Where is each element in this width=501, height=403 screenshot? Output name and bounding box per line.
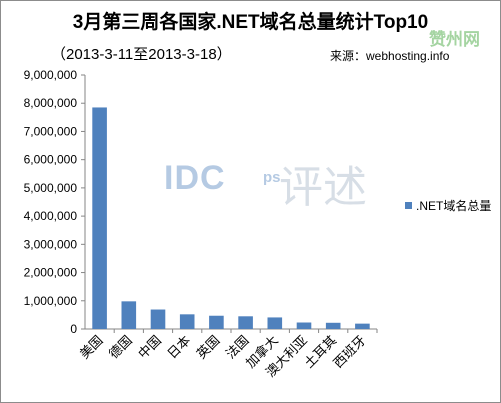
idc-watermark-suffix: ps: [263, 169, 281, 186]
bar: [121, 301, 137, 329]
x-tick-label: 中国: [136, 333, 165, 362]
y-tick-label: 3,000,000: [24, 237, 78, 251]
idc-watermark: IDC: [164, 159, 226, 197]
corner-logo-watermark: 赞州网: [429, 30, 480, 49]
bar: [296, 322, 312, 329]
y-tick-label: 6,000,000: [24, 153, 78, 167]
x-tick-label: 德国: [107, 333, 136, 362]
y-tick-label: 1,000,000: [24, 294, 78, 308]
pingshu-watermark: 评述: [279, 162, 367, 213]
legend-swatch: [405, 202, 412, 209]
bar: [238, 316, 253, 329]
bar: [179, 314, 195, 329]
bar: [150, 309, 166, 329]
legend-label: .NET域名总量: [416, 199, 492, 213]
bar: [325, 322, 341, 329]
x-tick-label: 美国: [77, 333, 106, 362]
y-tick-label: 7,000,000: [24, 124, 78, 138]
chart-title: 3月第三周各国家.NET域名总量统计Top10: [72, 12, 429, 33]
x-tick-label: 土耳其: [302, 333, 340, 371]
x-tick-label: 英国: [194, 333, 223, 362]
chart-source: 来源：webhosting.info: [330, 49, 450, 63]
x-tick-label: 日本: [165, 333, 194, 362]
bar: [92, 107, 107, 329]
y-tick-label: 2,000,000: [24, 266, 78, 280]
y-tick-label: 5,000,000: [24, 181, 78, 195]
bar: [355, 323, 370, 329]
y-tick-label: 4,000,000: [24, 209, 78, 223]
y-tick-label: 9,000,000: [24, 68, 78, 82]
bar: [209, 315, 224, 329]
bar: [267, 317, 283, 329]
y-tick-label: 8,000,000: [24, 96, 78, 110]
x-tick-label: 西班牙: [331, 333, 369, 371]
chart-subtitle: （2013-3-11至2013-3-18）: [51, 46, 232, 63]
chart-legend: .NET域名总量: [405, 197, 491, 214]
y-tick-label: 0: [70, 322, 77, 336]
